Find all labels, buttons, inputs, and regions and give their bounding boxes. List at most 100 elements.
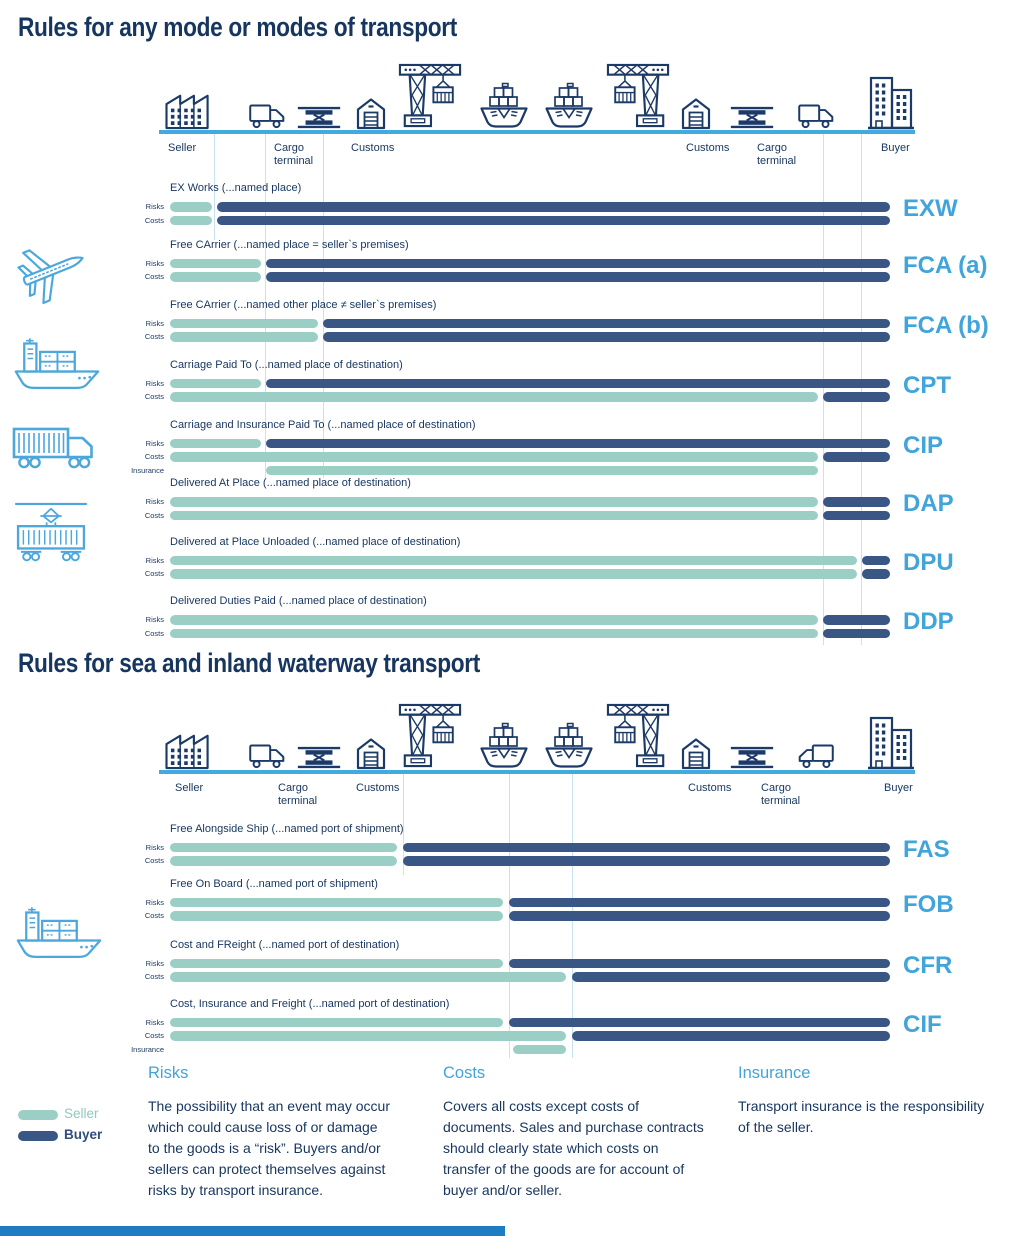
costs-text: Covers all costs except costs of documen…	[443, 1098, 704, 1198]
bar-cpt-costs-buyer	[823, 392, 890, 402]
station-label-customs: Customs	[688, 782, 732, 794]
term-code-fca-b: FCA (b)	[903, 311, 989, 339]
crane-icon	[606, 702, 670, 770]
bar-cpt-risks-seller	[170, 378, 261, 388]
section1-title: Rules for any mode or modes of transport	[18, 12, 457, 42]
station-label-customs: Customs	[686, 142, 730, 154]
insurance-heading: Insurance	[738, 1064, 811, 1082]
risks-heading: Risks	[148, 1064, 189, 1082]
bar-exw-risks-buyer	[217, 202, 890, 212]
bar-fas-costs-buyer	[403, 856, 890, 866]
bar-tag-risks: Risks	[145, 258, 164, 268]
term-label-fca-b: Free CArrier (...named other place ≠ sel…	[170, 298, 437, 311]
bar-fob-risks-buyer	[509, 897, 890, 907]
bar-fob-costs-buyer	[509, 911, 890, 921]
bar-tag-risks: Risks	[145, 497, 164, 506]
section2-title: Rules for sea and inland waterway transp…	[18, 648, 480, 678]
bar-tag-costs: Costs	[144, 272, 164, 281]
bar-ddp-risks-buyer	[823, 615, 890, 625]
bar-dpu-risks-buyer	[862, 555, 890, 565]
term-code-fob: FOB	[903, 890, 954, 918]
bar-fca-b-risks-buyer	[323, 318, 890, 328]
factory-icon	[163, 725, 215, 770]
bar-tag-risks: Risks	[145, 378, 164, 388]
bar-tag-costs: Costs	[144, 911, 164, 920]
ship-icon	[543, 82, 595, 130]
bar-exw-costs-seller	[170, 215, 212, 225]
bar-exw-costs-buyer	[217, 215, 890, 225]
bar-cif-risks-seller	[170, 1017, 503, 1027]
term-label-cif: Cost, Insurance and Freight (...named po…	[170, 997, 450, 1010]
warehouse-icon	[356, 97, 386, 130]
truck-icon	[797, 741, 835, 770]
bar-tag-costs: Costs	[144, 1031, 164, 1040]
bar-fca-a-costs-seller	[170, 272, 261, 282]
bar-dap-costs-seller	[170, 510, 818, 520]
station-label-cargo-terminal: Cargo terminal	[274, 142, 314, 167]
truck-icon	[248, 741, 286, 770]
bar-dap-risks-seller	[170, 497, 818, 507]
crane-icon	[606, 62, 670, 130]
bar-ddp-risks-seller	[170, 615, 818, 625]
bar-tag-costs: Costs	[144, 569, 164, 578]
station-label-buyer: Buyer	[884, 782, 913, 794]
term-code-fca-a: FCA (a)	[903, 251, 988, 279]
term-label-exw: EX Works (...named place)	[170, 182, 302, 194]
bar-tag-risks: Risks	[145, 202, 164, 211]
crane-icon	[398, 62, 462, 130]
bar-tag-risks: Risks	[145, 438, 164, 448]
term-code-ddp: DDP	[903, 608, 954, 635]
bar-tag-risks: Risks	[145, 958, 164, 968]
bar-ddp-costs-buyer	[823, 628, 890, 638]
warehouse-icon	[681, 737, 711, 770]
bar-cif-costs-seller	[170, 1031, 566, 1041]
ship-icon	[478, 82, 530, 130]
costs-definition-column: Costs Covers all costs except costs of d…	[443, 1064, 735, 1201]
legend-seller-label: Seller	[64, 1106, 99, 1121]
gridline	[323, 131, 324, 478]
bar-cfr-risks-buyer	[509, 958, 890, 968]
train-icon	[13, 501, 89, 563]
term-label-fob: Free On Board (...named port of shipment…	[170, 877, 378, 890]
bar-fas-risks-seller	[170, 842, 397, 852]
station-label-seller: Seller	[175, 782, 204, 794]
term-code-cif: CIF	[903, 1010, 942, 1038]
gridline	[265, 131, 266, 478]
term-code-dpu: DPU	[903, 548, 954, 576]
crane-icon	[398, 702, 462, 770]
bar-fca-a-costs-buyer	[266, 272, 890, 282]
bar-tag-costs: Costs	[144, 628, 164, 638]
gridline	[823, 131, 824, 645]
bottom-accent-bar	[0, 1226, 505, 1236]
bar-fca-b-risks-seller	[170, 318, 318, 328]
bar-fca-a-risks-seller	[170, 258, 261, 268]
bar-tag-insurance: Insurance	[131, 465, 164, 475]
station-label-customs: Customs	[356, 782, 400, 794]
route-line	[159, 770, 915, 774]
term-code-exw: EXW	[903, 195, 958, 222]
warehouse-icon	[681, 97, 711, 130]
bar-exw-risks-seller	[170, 202, 212, 212]
truck-icon	[248, 101, 286, 130]
route-line	[159, 130, 915, 134]
bar-dpu-costs-buyer	[862, 569, 890, 579]
bar-dpu-risks-seller	[170, 555, 857, 565]
term-label-cpt: Carriage Paid To (...named place of dest…	[170, 358, 403, 371]
station-label-buyer: Buyer	[881, 142, 910, 154]
seller-legend-swatch	[18, 1110, 58, 1120]
bar-fca-b-costs-buyer	[323, 332, 890, 342]
bar-cip-costs-seller	[170, 452, 818, 462]
bar-fas-costs-seller	[170, 856, 397, 866]
risks-definition-column: Risks The possibility that an event may …	[148, 1064, 426, 1201]
factory-icon	[163, 85, 215, 130]
bar-fob-risks-seller	[170, 897, 503, 907]
bar-tag-costs: Costs	[144, 510, 164, 520]
station-label-seller: Seller	[168, 142, 197, 154]
bar-cif-risks-buyer	[509, 1017, 890, 1027]
truck-side-icon	[12, 424, 102, 472]
warehouse-icon	[356, 737, 386, 770]
bar-cpt-risks-buyer	[266, 378, 890, 388]
bar-fob-costs-seller	[170, 911, 503, 921]
